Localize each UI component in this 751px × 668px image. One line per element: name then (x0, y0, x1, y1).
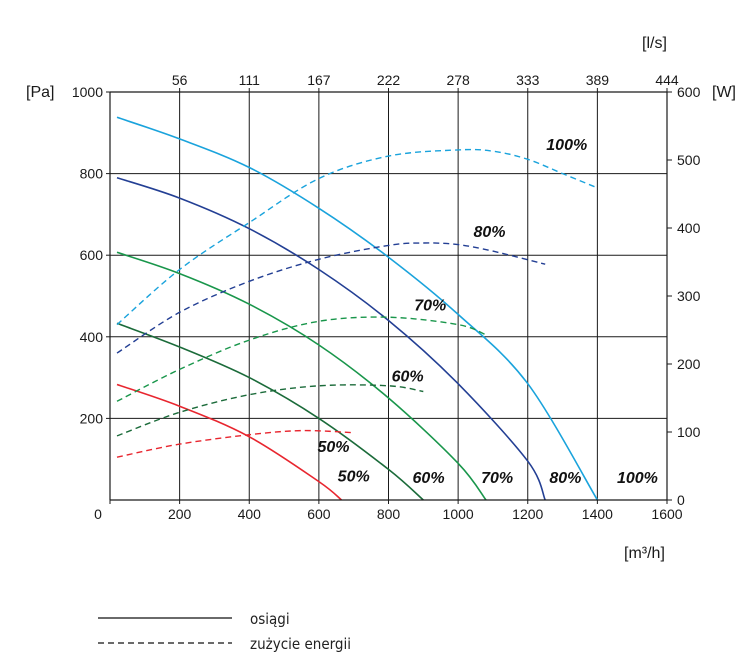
power-label-50: 50% (317, 439, 349, 456)
performance-curve-80 (116, 176, 546, 501)
x-tick-label: 0 (94, 506, 102, 522)
power-curve-60 (116, 384, 424, 437)
y-left-tick-label: 800 (80, 166, 104, 182)
x-tick-label: 1200 (512, 506, 543, 522)
y-right-tick-label: 100 (677, 424, 701, 440)
performance-label-50: 50% (338, 469, 370, 486)
legend-solid-label: osiągi (250, 610, 290, 628)
top-tick-label: 111 (239, 72, 260, 88)
y-left-tick-label: 600 (80, 247, 104, 263)
power-label-80: 80% (473, 224, 505, 241)
top-tick-label: 222 (377, 72, 401, 88)
power-label-100: 100% (546, 137, 587, 154)
performance-curve-50 (116, 383, 343, 501)
x-unit-label: [m³/h] (624, 545, 665, 562)
y-right-tick-label: 600 (677, 84, 701, 100)
top-tick-label: 56 (172, 72, 188, 88)
y-right-tick-label: 200 (677, 356, 701, 372)
power-label-60: 60% (392, 369, 424, 386)
x-tick-label: 800 (377, 506, 401, 522)
x-tick-label: 1600 (651, 506, 682, 522)
top-tick-label: 167 (307, 72, 331, 88)
power-curve-70 (116, 316, 487, 402)
performance-curve-60 (116, 322, 424, 501)
legend-dashed-label: zużycie energii (250, 635, 351, 653)
legend: osiągi zużycie energii (98, 610, 351, 653)
x-tick-label: 600 (307, 506, 331, 522)
y-left-tick-label: 200 (80, 410, 104, 426)
top-tick-label: 389 (586, 72, 610, 88)
power-curve-80 (116, 242, 546, 354)
top-tick-label: 278 (446, 72, 470, 88)
power-curve-50 (116, 429, 354, 458)
top-tick-label: 333 (516, 72, 540, 88)
curve-labels: 50% 60% 70% 80% 100% 50% 60% 70% 80% 100% (317, 137, 657, 487)
y-right-tick-label: 500 (677, 152, 701, 168)
top-tick-label: 444 (655, 72, 679, 88)
y-right-tick-label: 400 (677, 220, 701, 236)
y-right-tick-label: 300 (677, 288, 701, 304)
y-right-tick-label: 0 (677, 492, 685, 508)
x-tick-label: 1400 (582, 506, 613, 522)
performance-label-70: 70% (481, 470, 513, 487)
top-unit-label: [l/s] (642, 35, 667, 52)
performance-curve-100 (116, 116, 599, 501)
performance-label-80: 80% (549, 470, 581, 487)
curves (116, 116, 599, 501)
x-tick-label: 400 (238, 506, 262, 522)
power-curve-100 (116, 148, 598, 326)
y-left-tick-label: 1000 (72, 84, 103, 100)
y-right-unit-label: [W] (712, 84, 736, 101)
power-label-70: 70% (414, 297, 446, 314)
performance-label-100: 100% (617, 470, 658, 487)
y-left-unit-label: [Pa] (26, 84, 54, 101)
y-left-tick-label: 400 (80, 329, 104, 345)
x-tick-label: 200 (168, 506, 192, 522)
performance-curve-70 (116, 251, 487, 501)
x-tick-label: 1000 (443, 506, 474, 522)
performance-label-60: 60% (413, 470, 445, 487)
